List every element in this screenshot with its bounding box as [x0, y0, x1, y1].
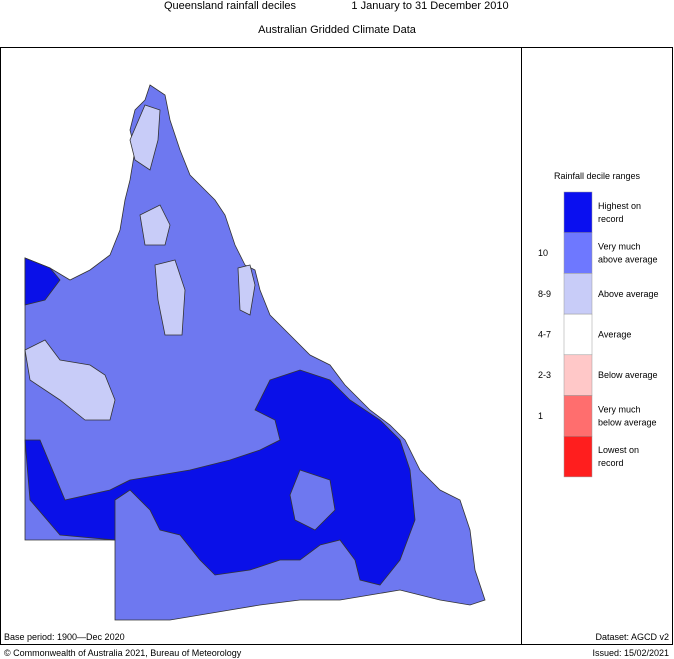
legend-label: record: [598, 458, 624, 468]
period: 1 January to 31 December 2010: [351, 0, 508, 12]
legend-swatch: [563, 191, 593, 233]
legend-range: 8-9: [538, 289, 551, 299]
legend-label: Lowest on: [598, 445, 639, 455]
legend-swatch: [563, 313, 593, 356]
legend-swatch: [563, 435, 593, 478]
legend-label: Very much: [598, 242, 641, 252]
legend-range: 1: [538, 411, 543, 421]
highest-area: [24, 257, 61, 306]
above-area: [24, 339, 116, 421]
legend-title: Rainfall decile ranges: [554, 171, 641, 181]
legend-range: 2-3: [538, 370, 551, 380]
legend-label: record: [598, 214, 624, 224]
legend-label: Below average: [598, 370, 658, 380]
title: Queensland rainfall deciles: [164, 0, 297, 12]
very-much-above-area: [289, 469, 336, 531]
dataset: Dataset: AGCD v2: [595, 632, 669, 642]
map: [24, 84, 486, 621]
legend-label: Above average: [598, 289, 659, 299]
above-area: [237, 264, 256, 316]
legend-label: below average: [598, 417, 657, 427]
legend-swatch: [563, 354, 593, 396]
legend-label: above average: [598, 255, 658, 265]
copyright: © Commonwealth of Australia 2021, Bureau…: [4, 648, 242, 658]
legend-swatch: [563, 273, 593, 315]
legend-range: 10: [538, 248, 548, 258]
subtitle: Australian Gridded Climate Data: [258, 24, 417, 36]
legend-label: Average: [598, 329, 631, 339]
issued: Issued: 15/02/2021: [592, 648, 669, 658]
legend-range: 4-7: [538, 329, 551, 339]
legend-swatch: [563, 232, 593, 274]
legend: Highest on record 10 Very much above average…: [538, 191, 659, 478]
above-area: [139, 204, 171, 246]
above-area: [154, 259, 186, 336]
base-period: Base period: 1900—Dec 2020: [4, 632, 125, 642]
legend-label: Highest on: [598, 201, 641, 211]
frame: [0, 47, 673, 645]
legend-label: Very much: [598, 404, 641, 414]
legend-swatch: [563, 395, 593, 437]
highest-area: [24, 369, 416, 586]
above-area: [129, 104, 161, 171]
